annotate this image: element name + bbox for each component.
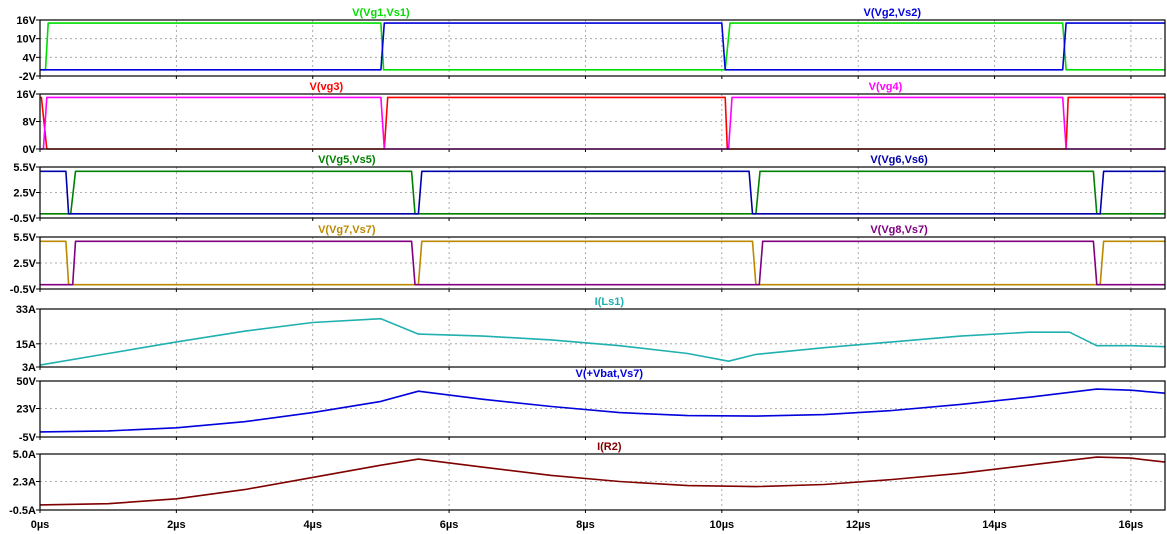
trace-5-1 [39, 317, 1166, 366]
pane-2: 16V 8V 0V V(vg3) V(vg4) [16, 81, 1166, 156]
y-tick-label: 2.5V [13, 188, 36, 200]
trace-label: V(vg4) [869, 81, 903, 93]
trace-6-1 [39, 388, 1166, 433]
y-tick-label: -0.5V [10, 213, 37, 225]
x-tick-label: 12µs [846, 519, 871, 531]
y-tick-label: 0V [23, 144, 37, 156]
y-tick-label: 3A [22, 362, 36, 374]
trace-label: V(Vg1,Vs1) [352, 7, 410, 19]
pane-frame [39, 453, 1166, 511]
trace-3-2 [40, 170, 1165, 215]
x-tick-label: 6µs [440, 519, 459, 531]
trace-7-1 [39, 456, 1166, 506]
trace-3-1 [40, 170, 1165, 215]
pane-3: 5.5V 2.5V -0.5V V(Vg5,Vs5) V(Vg6,Vs6) [10, 154, 1166, 225]
pane-frame [39, 236, 1166, 290]
y-tick-label: 50V [16, 376, 36, 388]
y-tick-label: 4V [23, 52, 37, 64]
trace-label: V(Vg6,Vs6) [870, 154, 928, 166]
y-tick-label: 8V [23, 117, 37, 129]
pane-frame [39, 380, 1166, 438]
trace-label: V(Vg7,Vs7) [318, 224, 376, 236]
x-tick-label: 10µs [709, 519, 734, 531]
y-tick-label: 10V [16, 34, 36, 46]
pane-frame [39, 308, 1166, 368]
trace-2-2 [40, 96, 1165, 150]
y-tick-label: -0.5A [9, 505, 36, 517]
x-tick-label: 4µs [303, 519, 322, 531]
x-axis: 0µs 2µs 4µs 6µs 8µs 10µs 12µs 14µs 16µs [31, 519, 1144, 531]
trace-label: V(+Vbat,Vs7) [576, 368, 644, 380]
y-tick-label: 5.0A [13, 449, 36, 461]
pane-1: 16V 10V 4V -2V V(Vg1,Vs1) V(Vg2,Vs2) [16, 7, 1166, 83]
trace-label: I(R2) [597, 441, 622, 453]
x-tick-label: 8µs [576, 519, 595, 531]
pane-frame [39, 166, 1166, 219]
y-tick-label: 33A [16, 304, 36, 316]
trace-label: V(Vg5,Vs5) [318, 154, 376, 166]
y-tick-label: 15A [16, 339, 36, 351]
trace-1-2 [40, 22, 1165, 71]
trace-1-1 [40, 22, 1165, 71]
y-tick-label: 23V [16, 403, 36, 415]
pane-frame [39, 93, 1166, 150]
x-tick-label: 16µs [1119, 519, 1144, 531]
trace-label: V(vg3) [310, 81, 344, 93]
pane-frame [39, 19, 1166, 77]
y-tick-label: 16V [16, 89, 36, 101]
y-tick-label: -5V [19, 432, 37, 444]
y-tick-label: -2V [19, 71, 37, 83]
pane-6: 50V 23V -5V V(+Vbat,Vs7) [16, 368, 1166, 444]
trace-4-2 [40, 240, 1165, 286]
y-tick-label: -0.5V [10, 284, 37, 296]
trace-label: V(Vg2,Vs2) [864, 7, 922, 19]
y-tick-label: 16V [16, 15, 36, 27]
trace-2-1 [40, 96, 1165, 150]
y-tick-label: 5.5V [13, 162, 36, 174]
x-tick-label: 14µs [982, 519, 1007, 531]
y-tick-label: 2.5V [13, 258, 36, 270]
x-tick-label: 0µs [31, 519, 50, 531]
y-tick-label: 5.5V [13, 232, 36, 244]
trace-label: I(Ls1) [595, 296, 625, 308]
pane-5: 33A 15A 3A I(Ls1) [16, 296, 1166, 374]
pane-7: 5.0A 2.3A -0.5A I(R2) [9, 441, 1166, 517]
x-tick-label: 2µs [167, 519, 186, 531]
trace-label: V(Vg8,Vs7) [870, 224, 928, 236]
y-tick-label: 2.3A [13, 476, 36, 488]
trace-4-1 [40, 240, 1165, 286]
pane-4: 5.5V 2.5V -0.5V V(Vg7,Vs7) V(Vg8,Vs7) [10, 224, 1166, 296]
